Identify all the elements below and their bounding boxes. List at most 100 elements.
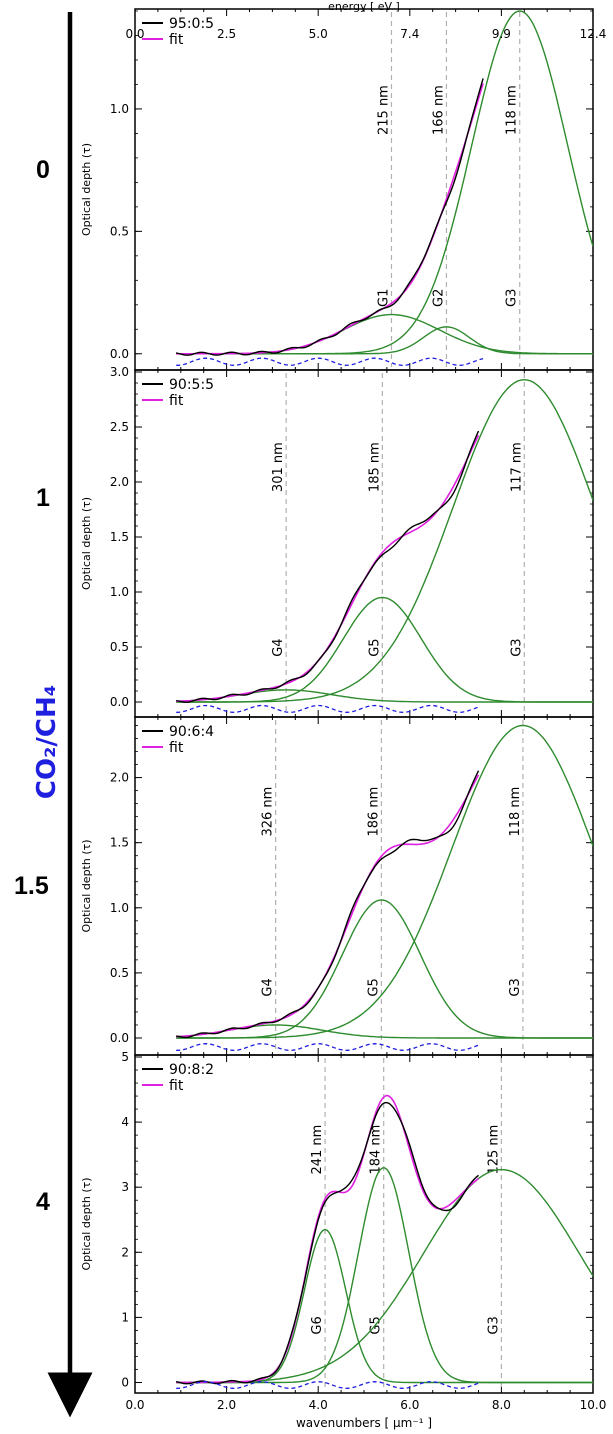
plot-area — [176, 1094, 593, 1389]
gaussian-G4 — [176, 689, 593, 703]
residual-curve — [176, 1381, 479, 1389]
bottom-axis-tick-label: 10.0 — [580, 1398, 607, 1412]
y-tick-label: 2.0 — [110, 771, 129, 785]
y-tick-label: 1.0 — [110, 901, 129, 915]
plot-area — [175, 10, 593, 366]
y-tick-label: 1 — [121, 1310, 129, 1324]
plot-area — [176, 378, 593, 713]
legend-label-data: 90:6:4 — [169, 724, 214, 740]
data-curve — [176, 430, 480, 703]
legend-label-fit: fit — [169, 1078, 184, 1094]
legend-label-data: 95:0:5 — [169, 16, 214, 32]
data-curve — [176, 1101, 479, 1385]
bottom-axis-tick-label: 8.0 — [492, 1398, 511, 1412]
top-axis-tick-label: 12.4 — [580, 27, 607, 41]
top-axis: energy [ eV ] 0.0 2.5 5.0 7.4 9.9 12.4 — [125, 0, 606, 41]
fit-curve — [176, 434, 480, 703]
gaussian-G5 — [176, 1167, 593, 1384]
gaussian-G3 — [176, 724, 593, 1039]
gaussian-label: G4 — [261, 978, 276, 996]
y-tick-label: 0.5 — [110, 966, 129, 980]
y-tick-label: 0.0 — [110, 695, 129, 709]
wavelength-label: 186 nm — [366, 787, 381, 837]
gaussian-label: G2 — [431, 289, 446, 307]
top-axis-tick-label: 9.9 — [492, 27, 511, 41]
y-axis-label: Optical depth (τ) — [80, 1177, 93, 1270]
gaussian-G2 — [176, 326, 593, 355]
bottom-axis-tick-label: 6.0 — [400, 1398, 419, 1412]
ratio-label-4: 4 — [36, 1188, 50, 1216]
y-tick-label: 3.0 — [110, 365, 129, 379]
gaussian-label: G4 — [271, 638, 286, 656]
ratio-label-1: 1 — [36, 484, 50, 512]
y-tick-label: 3 — [121, 1180, 129, 1194]
wavelength-label: 118 nm — [505, 85, 520, 135]
bottom-axis-tick-label: 2.0 — [217, 1398, 236, 1412]
fit-curve — [176, 774, 480, 1038]
gaussian-G5 — [176, 899, 593, 1039]
plot-area — [176, 724, 593, 1051]
y-tick-label: 1.0 — [110, 585, 129, 599]
y-axis-label: Optical depth (τ) — [80, 839, 93, 932]
legend-label-fit: fit — [169, 393, 184, 409]
legend-label-fit: fit — [169, 740, 184, 756]
y-tick-label: 0.5 — [110, 640, 129, 654]
data-curve — [175, 78, 484, 356]
y-tick-label: 2.5 — [110, 420, 129, 434]
gaussian-G3 — [176, 378, 593, 703]
y-axis-label: Optical depth (τ) — [80, 497, 93, 590]
wavelength-label: 301 nm — [271, 442, 286, 492]
wavelength-label: 118 nm — [508, 787, 523, 837]
top-axis-tick-label: 0.0 — [125, 27, 144, 41]
wavelength-label: 166 nm — [431, 85, 446, 135]
wavelength-label: 326 nm — [261, 787, 276, 837]
gaussian-label: G3 — [508, 978, 523, 996]
legend-label-data: 90:5:5 — [169, 377, 214, 393]
bottom-axis-title: wavenumbers [ μm⁻¹ ] — [296, 1416, 432, 1430]
wavelength-label: 117 nm — [509, 442, 524, 492]
gaussian-G6 — [176, 1228, 593, 1384]
gaussian-G5 — [176, 596, 593, 703]
wavelength-label: 185 nm — [367, 442, 382, 492]
gaussian-label: G3 — [505, 289, 520, 307]
y-tick-label: 2 — [121, 1245, 129, 1259]
wavelength-label: 125 nm — [486, 1125, 501, 1175]
ratio-label-1-5: 1.5 — [14, 872, 49, 900]
y-tick-label: 4 — [121, 1115, 129, 1129]
residual-curve — [176, 1043, 479, 1051]
bottom-axis-tick-label: 4.0 — [309, 1398, 328, 1412]
fit-curve — [176, 1094, 479, 1384]
wavelength-label: 215 nm — [376, 85, 391, 135]
y-tick-label: 1.5 — [110, 836, 129, 850]
top-axis-title: energy [ eV ] — [328, 0, 400, 13]
wavelength-label: 184 nm — [369, 1125, 384, 1175]
wavelength-label: 241 nm — [310, 1125, 325, 1175]
gaussian-G3 — [176, 1168, 593, 1384]
top-axis-tick-label: 7.4 — [400, 27, 419, 41]
y-tick-label: 5 — [121, 1050, 129, 1064]
residual-curve — [176, 357, 484, 366]
panel-4: 0 1 2 3 4 5 Optical depth (τ) 241 nm G6 184 nm G5 1… — [80, 1050, 594, 1394]
panel-0: 0.0 0.5 1.0 Optical depth (τ) 215 nm G1 166 nm… — [80, 8, 594, 371]
y-tick-label: 2.0 — [110, 475, 129, 489]
y-tick-label: 0 — [121, 1375, 129, 1389]
legend-label-fit: fit — [169, 32, 184, 48]
gaussian-label: G3 — [486, 1316, 501, 1334]
y-tick-label: 0.5 — [110, 224, 129, 238]
ratio-label-0: 0 — [36, 156, 50, 184]
bottom-axis-tick-label: 0.0 — [125, 1398, 144, 1412]
panel-frame — [134, 8, 594, 371]
gaussian-label: G1 — [376, 289, 391, 307]
gaussian-G4 — [176, 1024, 593, 1039]
gaussian-label: G5 — [369, 1316, 384, 1334]
legend-label-data: 90:8:2 — [169, 1062, 214, 1078]
gaussian-label: G5 — [366, 978, 381, 996]
gaussian-label: G3 — [509, 638, 524, 656]
y-tick-label: 0.0 — [110, 1031, 129, 1045]
residual-curve — [176, 704, 479, 713]
top-axis-tick-label: 5.0 — [309, 27, 328, 41]
y-tick-label: 1.0 — [110, 102, 129, 116]
gaussian-G1 — [176, 313, 593, 355]
panel-1.5: 0.0 0.5 1.0 1.5 2.0 Optical depth (τ) 326 nm G4… — [80, 716, 594, 1056]
